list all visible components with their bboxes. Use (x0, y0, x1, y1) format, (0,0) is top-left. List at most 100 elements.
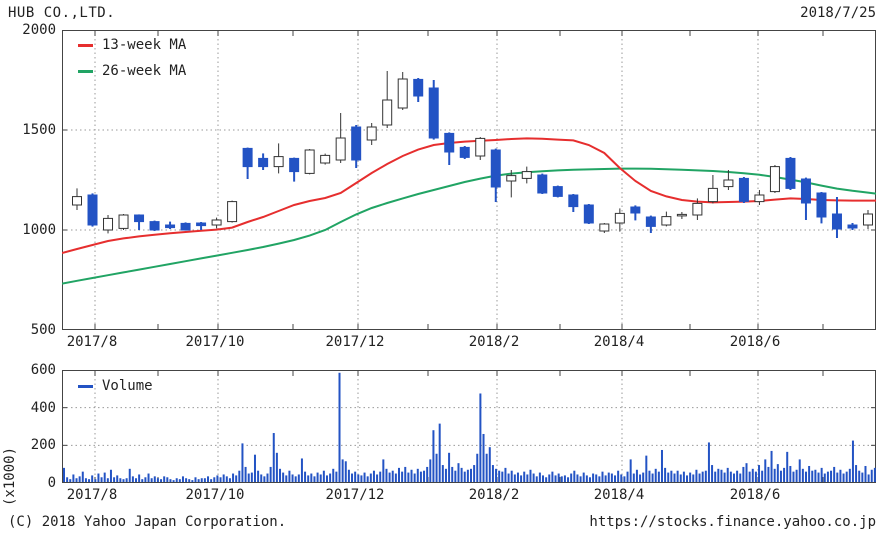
volume-bar (304, 471, 307, 482)
volume-bar (410, 469, 413, 482)
volume-bar (269, 466, 272, 482)
price-chart-canvas (62, 30, 876, 330)
volume-bar (325, 475, 328, 482)
volume-bar (241, 443, 244, 482)
volume-bar (567, 477, 570, 482)
volume-bar (545, 477, 548, 482)
volume-bar (513, 474, 516, 482)
candle-up (227, 201, 238, 223)
volume-bar (219, 477, 222, 482)
volume-bar (579, 476, 582, 482)
volume-bar (216, 475, 219, 482)
volume-bar (488, 447, 491, 482)
volume-bar (845, 471, 848, 482)
volume-bar (676, 470, 679, 482)
candle-up (475, 137, 486, 157)
volume-bar (63, 467, 65, 483)
volume-legend: Volume (78, 373, 153, 399)
chart-date: 2018/7/25 (800, 5, 876, 21)
volume-bar (510, 470, 513, 482)
volume-bar (830, 470, 833, 482)
volume-bar (667, 472, 670, 482)
volume-bar (72, 474, 75, 482)
volume-bar (776, 464, 779, 482)
candle-up (754, 194, 765, 203)
volume-bar (748, 471, 751, 482)
volume-bar (726, 467, 729, 483)
candle-up (723, 179, 734, 188)
price-x-tick-label: 2018/2 (468, 334, 520, 350)
volume-bar (532, 473, 535, 482)
volume-bar (601, 471, 604, 482)
price-x-tick-label: 2018/6 (729, 334, 781, 350)
volume-bar-swatch (78, 384, 93, 388)
volume-bar (225, 476, 228, 482)
volume-bar (106, 478, 109, 482)
volume-bar (651, 473, 654, 482)
volume-bar (551, 471, 554, 482)
volume-bar (322, 470, 325, 482)
volume-bar (91, 475, 94, 482)
volume-bar (823, 473, 826, 482)
volume-x-tick-label: 2017/12 (325, 487, 385, 503)
volume-bar (66, 477, 69, 482)
volume-bar (144, 477, 147, 482)
volume-bar (473, 465, 476, 482)
candle-down (816, 192, 827, 218)
price-x-tick-label: 2017/10 (185, 334, 245, 350)
volume-bar (360, 475, 363, 482)
volume-bar (457, 463, 460, 482)
candle-up (769, 166, 780, 193)
volume-bar (563, 475, 566, 482)
volume-bar (426, 466, 429, 482)
volume-bar (573, 470, 576, 482)
volume-bar (210, 479, 213, 482)
ma13-line-swatch (78, 43, 93, 47)
volume-bar (795, 469, 798, 482)
volume-bar (103, 472, 106, 482)
volume-x-tick-label: 2018/6 (729, 487, 781, 503)
volume-bar (851, 440, 854, 482)
volume-bar (200, 478, 203, 482)
volume-bar (664, 467, 667, 483)
volume-x-tick-label: 2018/2 (468, 487, 520, 503)
volume-y-tick-label: 400 (30, 399, 56, 416)
volume-bar (404, 466, 407, 482)
volume-bar (131, 476, 134, 482)
volume-chart-canvas (62, 370, 876, 483)
volume-bar (163, 476, 166, 482)
volume-bar (798, 459, 801, 482)
volume-bar (839, 469, 842, 482)
volume-bar (767, 466, 770, 482)
ma13-legend-label: 13-week MA (102, 37, 187, 53)
candle-down (180, 222, 191, 231)
volume-bar (814, 469, 817, 482)
volume-bar (498, 470, 501, 482)
volume-bar (617, 470, 620, 482)
volume-bar (94, 479, 97, 482)
candle-down (134, 214, 145, 223)
volume-bar (416, 468, 419, 482)
volume-bar (188, 479, 191, 482)
candle-up (707, 187, 718, 203)
volume-bar (235, 475, 238, 482)
volume-bar (817, 472, 820, 482)
volume-bar (761, 470, 764, 482)
volume-bar (848, 468, 851, 482)
candle-up (103, 217, 114, 231)
candle-up (676, 213, 687, 217)
volume-bar (626, 471, 629, 482)
volume-bar (864, 465, 867, 482)
ma26-line (62, 167, 876, 285)
volume-bar (141, 479, 144, 482)
volume-bar (113, 477, 116, 482)
volume-bar (423, 470, 426, 482)
volume-bar (645, 455, 648, 482)
volume-bar (758, 465, 761, 482)
candle-down (428, 87, 439, 139)
volume-bar (329, 473, 332, 482)
volume-bar (808, 465, 811, 482)
candle-down (490, 149, 501, 188)
volume-bar (520, 475, 523, 482)
